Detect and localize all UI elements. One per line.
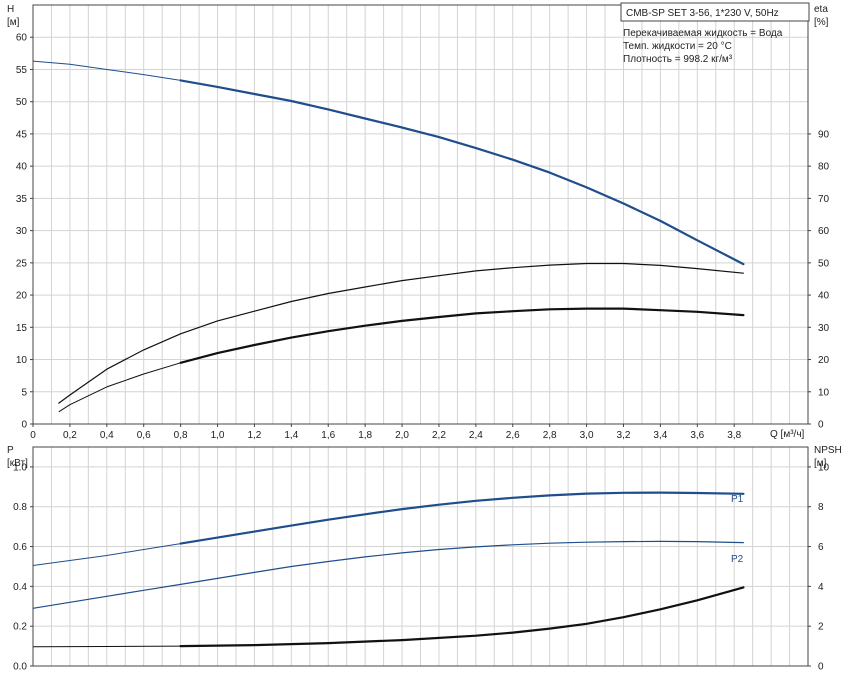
series-label-p2: P2 [731, 554, 744, 565]
info-line-fluid: Перекачиваемая жидкость = Вода [623, 28, 783, 39]
top-left-tick-label: 25 [16, 258, 28, 269]
top-left-tick-label: 55 [16, 65, 28, 76]
top-right-tick-label: 50 [818, 258, 830, 269]
top-x-tick-label: 2,6 [506, 430, 520, 441]
bottom-right-tick-label: 0 [818, 662, 824, 673]
series-label-p1: P1 [731, 494, 744, 505]
bottom-left-tick-label: 0.4 [13, 582, 27, 593]
axes-top: 0 5 10 15 20 25 30 35 40 45 50 55 60 0 10 20 30 40 50 60 70 8… [16, 4, 830, 441]
top-x-tick-label: 2,8 [543, 430, 557, 441]
top-series-0-thin [32, 60, 181, 81]
top-x-tick-label: 1,2 [247, 430, 261, 441]
top-x-tick-label: 0,4 [100, 430, 114, 441]
top-x-tick-label: 3,8 [727, 430, 741, 441]
top-left-tick-label: 35 [16, 194, 28, 205]
bottom-right-axis-unit: [м] [814, 458, 827, 469]
bottom-right-axis-label: NPSH [814, 445, 842, 456]
info-line-temp: Темп. жидкости = 20 °C [623, 41, 732, 52]
bottom-right-tick-label: 6 [818, 542, 824, 553]
top-right-tick-label: 20 [818, 355, 830, 366]
top-left-tick-label: 0 [21, 420, 27, 431]
top-left-tick-label: 60 [16, 33, 28, 44]
bottom-series-2-line [179, 586, 745, 648]
top-x-tick-label: 3,0 [580, 430, 594, 441]
bottom-left-tick-label: 0.8 [13, 502, 27, 513]
top-x-tick-label: 0,8 [174, 430, 188, 441]
top-right-tick-label: 70 [818, 194, 830, 205]
top-x-tick-label: 2,4 [469, 430, 483, 441]
bottom-left-tick-label: 0.0 [13, 662, 27, 673]
bottom-series-0-line [179, 491, 745, 545]
x-axis-label: Q [м³/ч] [770, 429, 805, 440]
top-plot-frame [32, 4, 809, 425]
bottom-left-axis-label: P [7, 445, 14, 456]
info-title: CMB-SP SET 3-56, 1*230 V, 50Hz [626, 8, 779, 19]
bottom-right-tick-label: 8 [818, 502, 824, 513]
top-right-axis-unit: [%] [814, 17, 829, 28]
top-left-axis-unit: [м] [7, 17, 20, 28]
bottom-series-2-thin [32, 645, 181, 648]
top-x-tick-label: 2,2 [432, 430, 446, 441]
top-series-2-thin [58, 362, 181, 413]
top-series-2-line [179, 307, 745, 364]
bottom-left-tick-label: 0.6 [13, 542, 27, 553]
top-right-tick-label: 0 [818, 420, 824, 431]
bottom-right-tick-label: 10 [818, 462, 830, 473]
bottom-plot-frame [32, 446, 809, 667]
top-x-tick-label: 1,0 [211, 430, 225, 441]
bottom-series-0-thin [32, 543, 181, 566]
top-x-tick-label: 0,2 [63, 430, 77, 441]
info-line-density: Плотность = 998.2 кг/м³ [623, 54, 733, 65]
top-right-tick-label: 30 [818, 323, 830, 334]
top-left-tick-label: 45 [16, 129, 28, 140]
top-series-0-line [179, 79, 745, 266]
grid-bottom [32, 447, 809, 667]
top-x-tick-label: 0,6 [137, 430, 151, 441]
top-x-tick-label: 0 [30, 430, 36, 441]
grid-top [32, 5, 809, 425]
top-x-tick-label: 3,2 [617, 430, 631, 441]
top-right-tick-label: 80 [818, 162, 830, 173]
top-left-tick-label: 15 [16, 323, 28, 334]
series-top [32, 60, 745, 413]
top-left-tick-label: 20 [16, 291, 28, 302]
series-bottom [32, 491, 745, 648]
top-right-tick-label: 40 [818, 291, 830, 302]
bottom-series-1-line [32, 540, 744, 609]
top-x-tick-label: 1,6 [321, 430, 335, 441]
top-x-tick-label: 3,6 [690, 430, 704, 441]
bottom-right-tick-label: 4 [818, 582, 824, 593]
top-x-tick-label: 1,8 [358, 430, 372, 441]
top-right-tick-label: 60 [818, 226, 830, 237]
bottom-right-tick-label: 2 [818, 622, 824, 633]
top-left-tick-label: 40 [16, 162, 28, 173]
top-left-tick-label: 10 [16, 355, 28, 366]
top-x-tick-label: 1,4 [284, 430, 298, 441]
top-x-tick-label: 3,4 [653, 430, 667, 441]
bottom-left-tick-label: 0.2 [13, 622, 27, 633]
top-left-tick-label: 30 [16, 226, 28, 237]
top-left-tick-label: 50 [16, 97, 28, 108]
bottom-left-axis-unit: [кВт] [7, 458, 28, 469]
top-right-tick-label: 10 [818, 387, 830, 398]
top-left-tick-label: 5 [21, 387, 27, 398]
axes-bottom: 0.0 0.2 0.4 0.6 0.8 1.0 0 2 4 6 8 10 [13, 446, 830, 673]
top-left-axis-label: H [7, 4, 14, 15]
top-right-axis-label: eta [814, 4, 828, 15]
info-title-box [620, 2, 810, 22]
top-right-tick-label: 90 [818, 129, 830, 140]
bottom-left-tick-label: 1.0 [13, 462, 27, 473]
top-series-1-line [58, 262, 744, 404]
top-x-tick-label: 2,0 [395, 430, 409, 441]
